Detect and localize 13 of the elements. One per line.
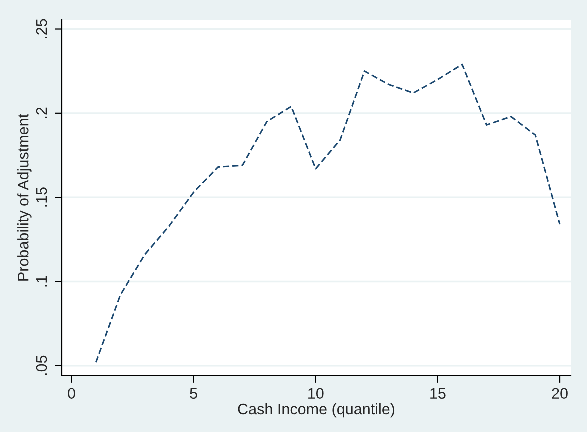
x-tick-label: 0 bbox=[68, 388, 76, 400]
y-axis-title: Probability of Adjustment bbox=[18, 114, 32, 281]
x-tick-label: 10 bbox=[308, 388, 324, 400]
line-series bbox=[95, 64, 561, 364]
y-tick-label: .2 bbox=[36, 108, 48, 118]
y-tick-label: .15 bbox=[36, 188, 48, 207]
x-tick-label: 5 bbox=[190, 388, 198, 400]
x-tick-label: 15 bbox=[430, 388, 446, 400]
y-tick-label: .1 bbox=[36, 276, 48, 287]
x-axis-title: Cash Income (quantile) bbox=[238, 403, 395, 418]
x-tick-label: 20 bbox=[552, 388, 568, 400]
y-tick-label: .25 bbox=[36, 19, 48, 38]
y-tick-label: .05 bbox=[36, 356, 48, 376]
